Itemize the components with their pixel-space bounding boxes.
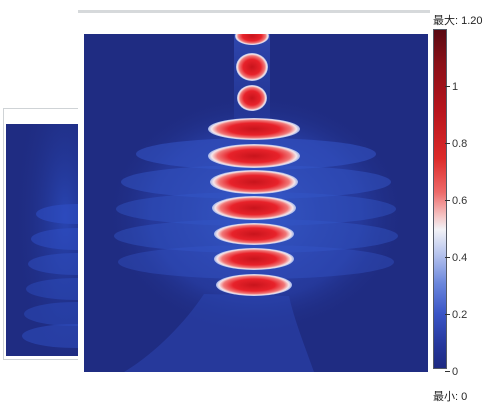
colorbar-tick-label: 0.6: [452, 195, 468, 207]
main-field-panel: [84, 34, 428, 372]
colorbar-tick-label: 0: [452, 366, 459, 378]
colorbar-tick-label: 0.8: [452, 138, 468, 150]
colorbar-tick-label: 0.2: [452, 309, 468, 321]
colorbar-tick: [445, 143, 450, 144]
colorbar-tick: [445, 371, 450, 372]
background-field-panel: [6, 124, 80, 356]
colorbar-tick: [445, 257, 450, 258]
colorbar-max-label: 最大: 1.20: [433, 15, 483, 27]
colorbar-tick-label: 1: [452, 81, 459, 93]
colorbar-tick-label: 0.4: [452, 252, 468, 264]
colorbar-min-label: 最小: 0: [433, 391, 468, 403]
field-intensity-image: [106, 34, 406, 372]
colorbar: [433, 29, 447, 369]
colorbar-tick: [445, 200, 450, 201]
colorbar-tick: [445, 86, 450, 87]
background-field-image: [6, 124, 80, 356]
colorbar-tick: [445, 314, 450, 315]
